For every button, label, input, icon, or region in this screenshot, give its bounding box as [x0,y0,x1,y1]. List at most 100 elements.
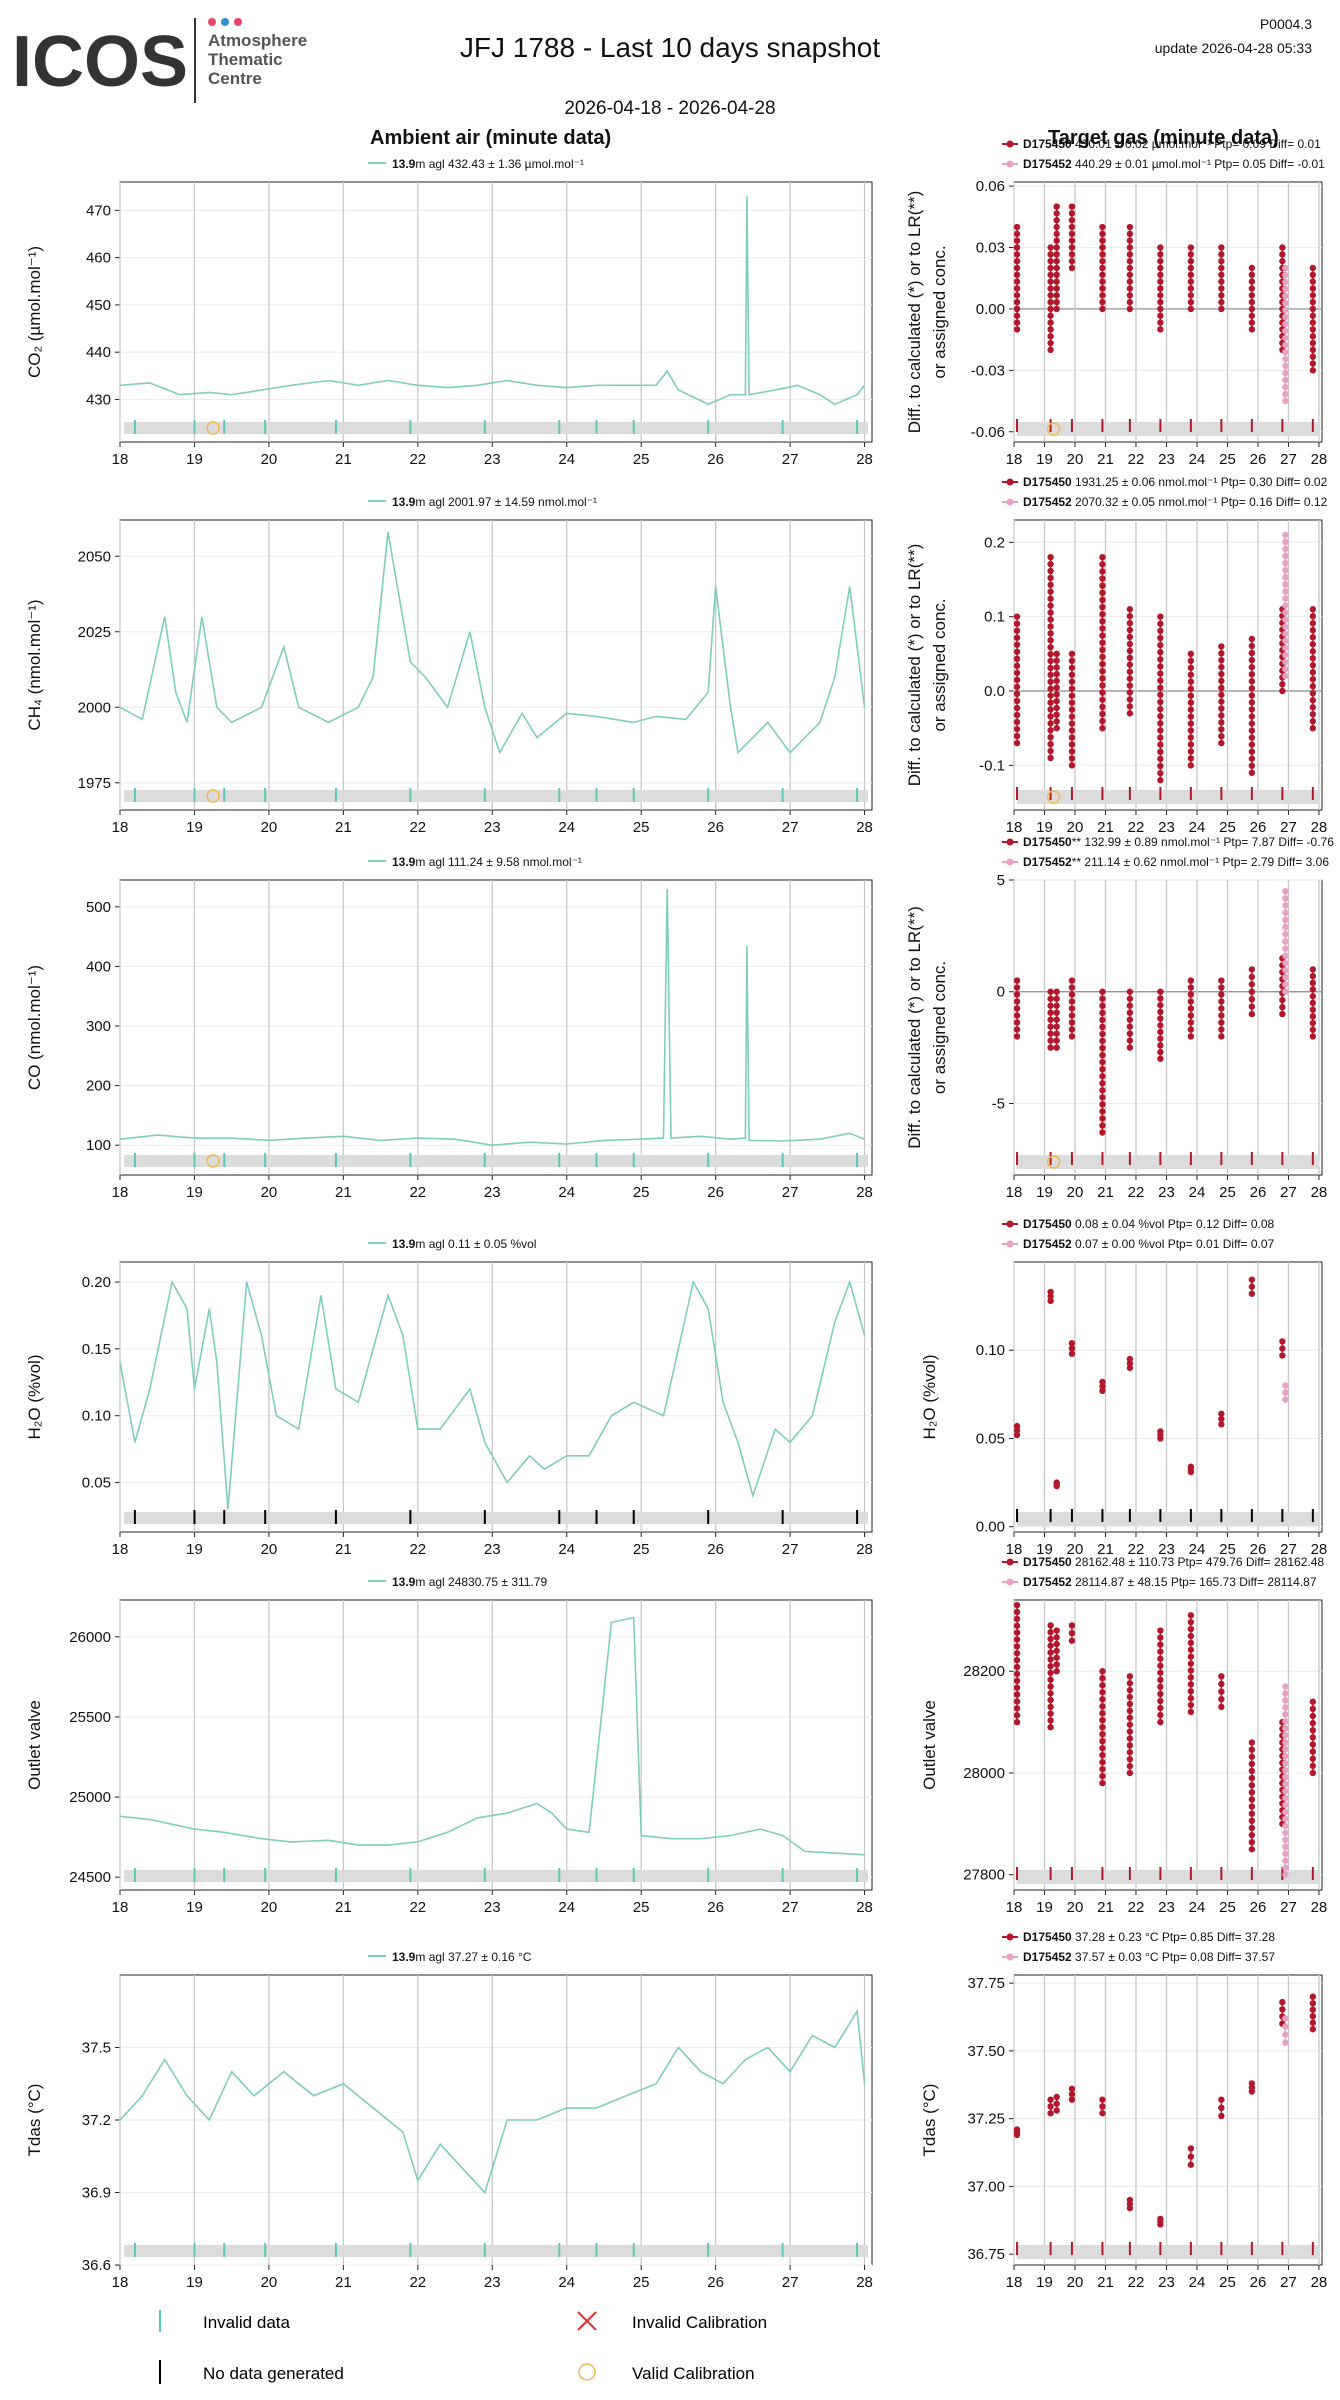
target-d175450-point [1187,251,1195,258]
target-d175450-point [1053,292,1060,299]
target-d175450-point [1248,699,1256,706]
target-d175452-point [1282,1746,1289,1753]
target-d175452-point [1282,278,1289,286]
target-d175450-point [1013,2126,1021,2133]
target-d175452-point [1282,974,1289,981]
target-legend-d175452: D175452** 211.14 ± 0.62 nmol.mol⁻¹ Ptp= … [1023,855,1329,869]
target-d175450-point [1099,1751,1106,1759]
target-d175450-point [1099,1030,1106,1038]
target-d175450-point [1218,244,1225,251]
target-d175450-point [1187,1019,1195,1026]
target-d175450-point [1248,656,1256,664]
target-d175450-point [1013,1601,1021,1609]
target-d175450-point [1157,634,1164,642]
target-d175450-point [1248,264,1256,272]
target-d175450-point [1047,333,1054,340]
target-d175450-point [1047,713,1054,720]
target-d175450-point [1099,278,1106,285]
target-tick-label-x: 25 [1219,1541,1236,1558]
target-column-title: Target gas (minute data) [1048,127,1279,149]
target-d175450-point [1013,1650,1021,1657]
target-d175450-point [1053,995,1060,1002]
target-tick-label-x: 18 [1006,451,1023,468]
target-d175450-point [1157,244,1164,251]
target-d175450-point [1187,727,1195,734]
target-d175452-point [1282,623,1289,630]
target-d175450-point [1047,1044,1054,1051]
target-tick-label-x: 21 [1097,1899,1114,1916]
ambient-legend-co2: 13.9m agl 432.43 ± 1.36 µmol.mol⁻¹ [392,157,584,171]
tick-label-x: 21 [335,1184,352,1201]
target-d175450-point [1309,2006,1317,2013]
target-legend-dot-2 [1006,1953,1014,1961]
target-d175450-point [1187,671,1195,678]
target-legend-d175450: D175450 28162.48 ± 110.73 Ptp= 479.76 Di… [1023,1555,1324,1569]
target-d175450-point [1013,237,1021,244]
target-d175450-point [1099,660,1106,668]
target-d175450-point [1157,1676,1164,1684]
target-d175450-point [1126,1755,1134,1763]
target-tick-label-y: 36.75 [967,2246,1005,2263]
icos-logo: ICOS Atmosphere Thematic Centre [12,18,342,108]
target-d175450-point [1126,1016,1134,1023]
target-d175450-point [1013,1033,1021,1040]
target-d175450-point [1126,1037,1134,1044]
target-d175450-point [1126,1360,1134,1367]
target-d175450-point [1013,627,1021,634]
target-d175450-point [1047,699,1054,706]
target-d175450-point [1248,319,1256,326]
target-tick-label-x: 23 [1158,819,1175,836]
target-d175450-point [1099,1129,1106,1136]
target-tick-label-x: 23 [1158,2274,1175,2291]
target-d175450-point [1248,973,1256,981]
valid-cal-label: Valid Calibration [632,2364,755,2383]
target-d175450-point [1068,671,1076,678]
target-d175450-point [1099,1682,1106,1689]
target-d175450-point [1187,298,1195,306]
target-d175452-point [1282,909,1289,916]
target-d175450-point [1047,1710,1054,1717]
target-d175450-point [1013,1698,1021,1705]
target-d175450-point [1309,1705,1317,1713]
target-d175450-point [1099,596,1106,604]
target-tick-label-y: 5 [997,872,1005,889]
target-d175450-point [1047,567,1054,575]
target-d175450-point [1126,1769,1134,1777]
target-d175450-point [1099,2103,1106,2110]
target-d175450-point [1099,2096,1106,2103]
target-d175450-point [1126,251,1134,258]
tick-label-x: 20 [261,1541,278,1558]
target-d175450-point [1218,1012,1225,1019]
target-d175450-point [1157,312,1164,319]
target-d175450-point [1013,683,1021,691]
target-tick-label-x: 27 [1280,1541,1297,1558]
target-d175452-point [1282,369,1289,377]
target-d175450-point [1248,1810,1256,1817]
target-d175450-point [1047,319,1054,326]
target-d175450-point [1047,1293,1054,1300]
target-d175450-point [1053,1479,1060,1486]
target-d175450-point [1309,662,1317,669]
target-d175450-point [1053,285,1060,292]
target-tick-label-y: 37.25 [967,2111,1005,2128]
target-d175450-point [1309,1006,1317,1013]
target-d175450-point [1068,230,1076,238]
target-frame-h2o [1013,1261,1323,1533]
target-d175450-point [1157,1683,1164,1691]
target-d175450-point [1099,710,1106,718]
target-d175450-point [1309,278,1317,285]
chart-tdas: 36.6 36.9 37.2 37.5 18 19 20 21 22 23 24 25 26 27 28 Td… [25,1930,1327,2291]
tick-label-x: 28 [856,819,873,836]
target-d175450-point [1126,1742,1134,1749]
target-d175450-point [1309,966,1317,973]
target-y-label-1: Diff. to calculated (*) or to LR(**) [905,544,924,787]
logo-line2: Thematic [208,50,283,69]
target-d175450-point [1047,671,1054,679]
target-d175450-point [1309,620,1317,627]
tick-label-y: 0.15 [82,1341,111,1358]
target-d175450-point [1099,285,1106,292]
target-d175450-point [1047,595,1054,602]
target-d175452-point [1282,1836,1289,1844]
target-d175450-point [1068,1629,1076,1637]
target-d175450-point [1187,1653,1195,1660]
